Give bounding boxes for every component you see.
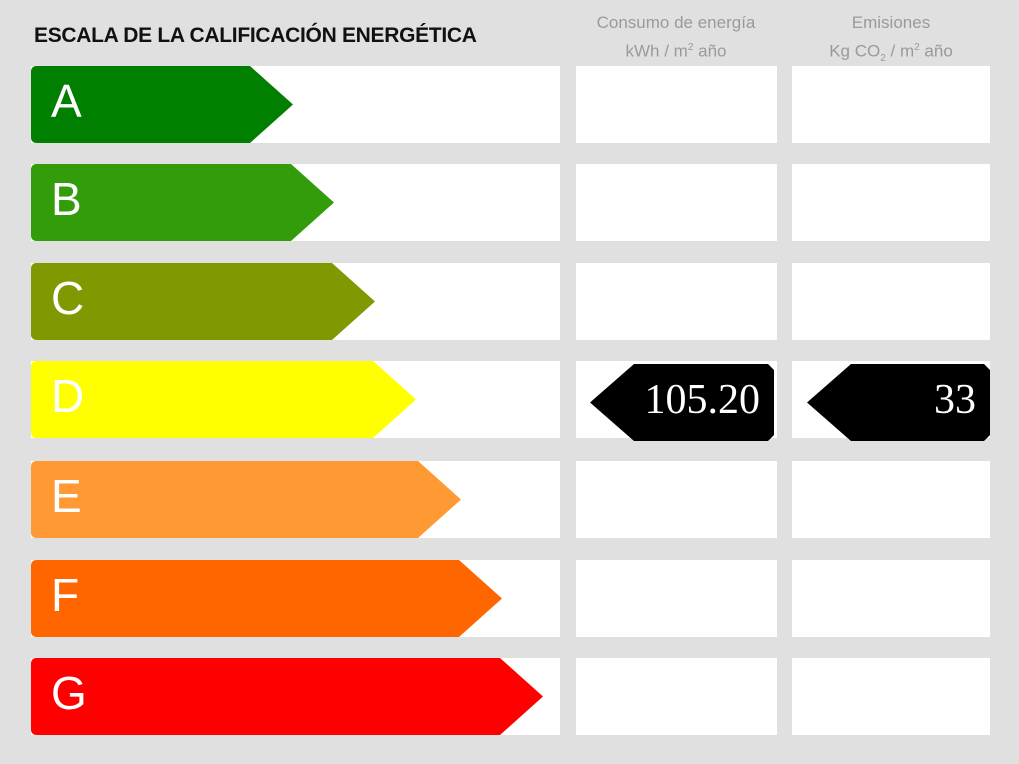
consumo-cell xyxy=(576,560,777,637)
rating-letter: F xyxy=(51,569,80,621)
rating-arrow-b: B xyxy=(31,164,334,241)
rating-arrow-d: D xyxy=(31,361,416,438)
scale-title: ESCALA DE LA CALIFICACIÓN ENERGÉTICA xyxy=(34,24,477,47)
consumo-cell xyxy=(576,66,777,143)
rating-letter: D xyxy=(51,370,85,422)
consumo-cell xyxy=(576,461,777,538)
emisiones-label: Emisiones xyxy=(851,13,931,32)
rating-letter: E xyxy=(51,470,82,522)
emisiones-cell xyxy=(792,66,990,143)
consumo-cell xyxy=(576,164,777,241)
rating-arrow-e: E xyxy=(31,461,461,538)
emisiones-unit: Kg CO2 / m2 año xyxy=(829,41,953,65)
emisiones-cell xyxy=(792,461,990,538)
rating-arrow-f: F xyxy=(31,560,502,637)
rating-arrow-c: C xyxy=(31,263,375,340)
emisiones-cell xyxy=(792,263,990,340)
rating-arrow-a: A xyxy=(31,66,293,143)
emisiones-value: 33 xyxy=(934,377,976,423)
rating-letter: B xyxy=(51,173,82,225)
rating-letter: A xyxy=(51,75,82,127)
consumo-value-pointer: 105.20 xyxy=(590,364,774,441)
emisiones-cell xyxy=(792,164,990,241)
consumo-header: Consumo de energía kWh / m2 año xyxy=(576,10,776,64)
emisiones-cell xyxy=(792,560,990,637)
consumo-cell xyxy=(576,263,777,340)
emisiones-value-pointer: 33 xyxy=(807,364,990,441)
consumo-value: 105.20 xyxy=(644,377,760,423)
consumo-label: Consumo de energía xyxy=(596,13,756,32)
rating-letter: G xyxy=(51,667,87,719)
emisiones-cell xyxy=(792,658,990,735)
rating-arrow-g: G xyxy=(31,658,543,735)
consumo-unit: kWh / m2 año xyxy=(625,41,727,61)
consumo-cell xyxy=(576,658,777,735)
emisiones-header: Emisiones Kg CO2 / m2 año xyxy=(791,10,991,71)
rating-letter: C xyxy=(51,272,85,324)
